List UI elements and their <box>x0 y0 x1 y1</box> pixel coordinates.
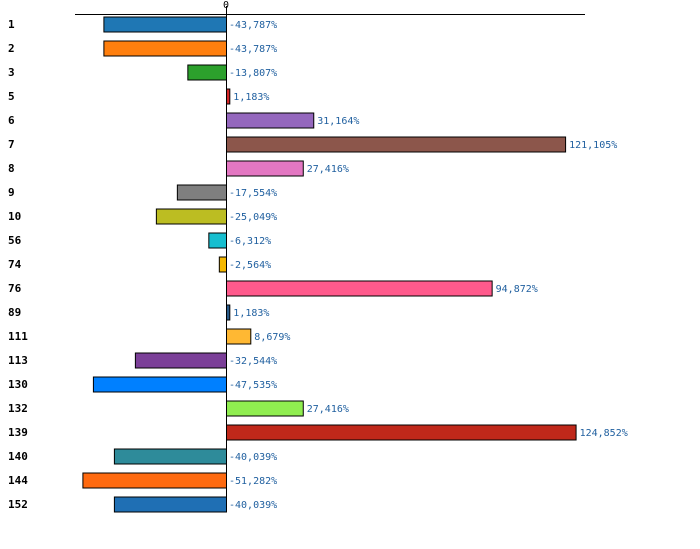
bar-76 <box>226 280 493 297</box>
bars-group: 1 -43,787% 2 -43,787% 3 -13,807% 5 1,183% 6 31,16… <box>8 16 628 513</box>
category-label-89: 89 <box>8 306 21 319</box>
value-label-8: 27,416% <box>307 164 349 175</box>
category-label-3: 3 <box>8 66 15 79</box>
value-label-5: 1,183% <box>233 92 269 103</box>
value-label-74: -2,564% <box>229 260 271 271</box>
bar-74 <box>218 256 228 273</box>
value-label-1: -43,787% <box>229 20 277 31</box>
category-label-2: 2 <box>8 42 15 55</box>
value-label-152: -40,039% <box>229 500 277 511</box>
bar-140 <box>113 448 227 465</box>
bar-10 <box>155 208 227 225</box>
category-label-6: 6 <box>8 114 15 127</box>
bar-2 <box>103 40 227 57</box>
category-label-74: 74 <box>8 258 22 271</box>
value-label-144: -51,282% <box>229 476 277 487</box>
value-label-139: 124,852% <box>580 428 628 439</box>
value-label-7: 121,105% <box>569 140 617 151</box>
bar-89 <box>226 304 231 321</box>
bar-130 <box>92 376 228 393</box>
bar-139 <box>226 424 577 441</box>
category-label-144: 144 <box>8 474 28 487</box>
bar-144 <box>82 472 227 489</box>
zero-tick-label: 0 <box>223 0 229 11</box>
bar-1 <box>103 16 227 33</box>
bar-9 <box>176 184 227 201</box>
category-label-9: 9 <box>8 186 15 199</box>
value-label-132: 27,416% <box>307 404 349 415</box>
category-label-56: 56 <box>8 234 22 247</box>
value-label-6: 31,164% <box>317 116 359 127</box>
value-label-89: 1,183% <box>233 308 269 319</box>
category-label-140: 140 <box>8 450 28 463</box>
category-label-76: 76 <box>8 282 22 295</box>
bar-111 <box>226 328 252 345</box>
value-label-113: -32,544% <box>229 356 277 367</box>
value-label-140: -40,039% <box>229 452 277 463</box>
category-label-130: 130 <box>8 378 28 391</box>
value-label-3: -13,807% <box>229 68 277 79</box>
bar-56 <box>208 232 227 249</box>
value-label-111: 8,679% <box>254 332 290 343</box>
bar-152 <box>113 496 227 513</box>
value-label-130: -47,535% <box>229 380 277 391</box>
value-label-76: 94,872% <box>496 284 538 295</box>
category-label-1: 1 <box>8 18 15 31</box>
bar-3 <box>187 64 227 81</box>
category-label-152: 152 <box>8 498 28 511</box>
category-label-8: 8 <box>8 162 15 175</box>
bar-132 <box>226 400 304 417</box>
category-label-113: 113 <box>8 354 28 367</box>
category-label-111: 111 <box>8 330 28 343</box>
bar-6 <box>226 112 315 129</box>
value-label-2: -43,787% <box>229 44 277 55</box>
value-label-56: -6,312% <box>229 236 271 247</box>
category-label-7: 7 <box>8 138 15 151</box>
bar-7 <box>226 136 567 153</box>
category-label-10: 10 <box>8 210 21 223</box>
value-label-10: -25,049% <box>229 212 277 223</box>
value-label-9: -17,554% <box>229 188 277 199</box>
bar-113 <box>134 352 227 369</box>
category-label-132: 132 <box>8 402 28 415</box>
category-label-139: 139 <box>8 426 28 439</box>
bar-5 <box>226 88 231 105</box>
bar-8 <box>226 160 304 177</box>
category-label-5: 5 <box>8 90 15 103</box>
